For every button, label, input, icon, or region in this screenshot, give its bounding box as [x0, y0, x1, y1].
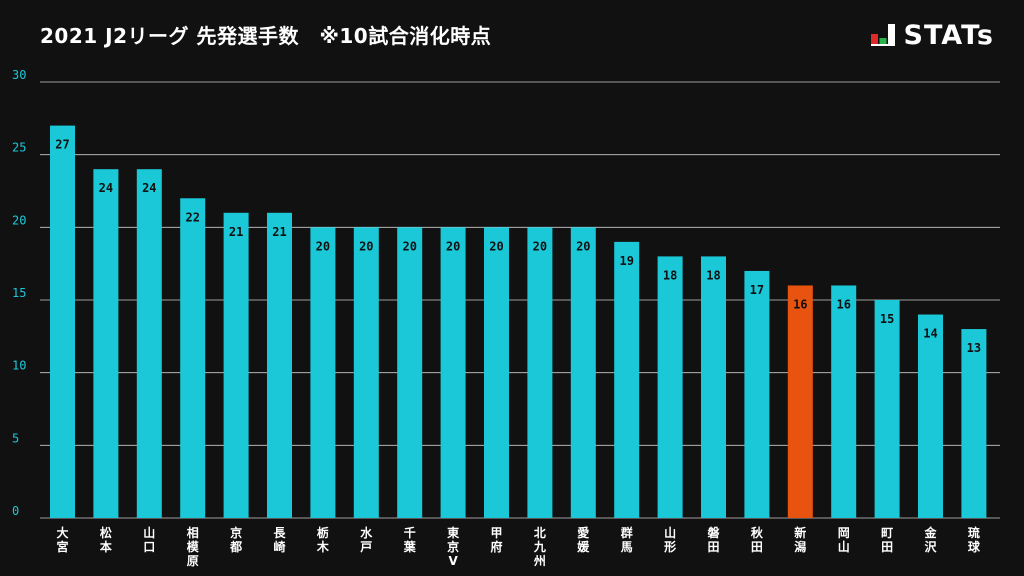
bar-value-label: 15: [880, 312, 894, 326]
brand-logo-group: STATs: [870, 18, 994, 52]
bar: [267, 212, 292, 519]
x-tick-label: 磐田: [707, 525, 720, 554]
x-tick-label: 千葉: [403, 525, 417, 554]
x-tick-label: 東京 V: [447, 525, 459, 568]
bar-value-label: 16: [836, 297, 850, 311]
bar-value-label: 16: [793, 297, 807, 311]
y-tick-label: 20: [12, 213, 26, 227]
bar-value-label: 14: [923, 327, 937, 341]
bar: [831, 285, 857, 518]
bar-value-label: 24: [142, 181, 156, 195]
bar: [961, 329, 987, 518]
y-axis-ticks: 0 5 10 15 20 25 30: [12, 68, 26, 518]
y-tick-label: 0: [12, 504, 19, 518]
bar-value-label: 20: [402, 239, 416, 253]
bar: [50, 125, 75, 518]
bar: [918, 314, 943, 518]
bar: [701, 256, 726, 518]
x-tick-label: 長崎: [273, 525, 286, 554]
y-tick-label: 10: [12, 359, 26, 373]
bar: [657, 256, 683, 518]
bar: [310, 227, 336, 519]
y-tick-label: 25: [12, 141, 26, 155]
x-tick-label: 群馬: [620, 525, 633, 554]
x-tick-label: 琉球: [968, 525, 981, 554]
x-tick-label: 新潟: [794, 525, 806, 554]
bar-value-label: 20: [576, 239, 590, 253]
x-tick-label: 金沢: [923, 525, 937, 554]
bar-value-label: 13: [967, 341, 981, 355]
bar-value-label: 20: [316, 239, 330, 253]
bar-value-label: 27: [55, 138, 69, 152]
bar-value-label: 22: [185, 210, 199, 224]
x-tick-label: 水戸: [360, 525, 373, 554]
bar-value-label: 19: [619, 254, 633, 268]
bar: [397, 227, 423, 519]
x-tick-label: 山口: [143, 525, 155, 554]
bar: [787, 285, 813, 518]
x-tick-label: 北九州: [533, 525, 546, 568]
bar: [180, 198, 206, 518]
value-labels: 27 24 24 22 21 21 20 20 20 20 20 20 20 19 18 18 17 16 16 15…: [55, 138, 981, 355]
bar: [353, 227, 379, 519]
bar-value-label: 20: [446, 239, 460, 253]
x-tick-label: 松本: [100, 525, 112, 554]
bar: [570, 227, 596, 519]
bar-value-label: 20: [533, 239, 547, 253]
x-tick-label: 京都: [229, 525, 242, 554]
stats-logo-icon: [870, 24, 895, 46]
bar-value-label: 18: [663, 268, 677, 282]
x-tick-label: 山形: [664, 525, 676, 554]
y-tick-label: 5: [12, 431, 19, 445]
x-tick-label: 大宮: [56, 525, 68, 554]
bar: [223, 212, 249, 519]
x-tick-label: 甲府: [490, 526, 502, 554]
bar: [440, 227, 466, 519]
x-tick-label: 岡山: [838, 526, 850, 554]
y-tick-label: 15: [12, 286, 26, 300]
bar-value-label: 24: [99, 181, 113, 195]
bar: [93, 169, 119, 518]
bar-value-label: 18: [706, 268, 720, 282]
chart-title: 2021 J2リーグ 先発選手数 ※10試合消化時点: [40, 24, 492, 48]
x-tick-label: 相模原: [187, 525, 200, 568]
x-axis-labels: 大宮 松本 山口 相模原 京都 長崎 栃木 水戸 千葉 東京 V 甲府 北九州 愛媛 群馬 山形 磐田 秋田 新潟 岡…: [56, 525, 980, 568]
bar-value-label: 21: [229, 225, 243, 239]
bar: [136, 169, 162, 518]
x-tick-label: 町田: [881, 526, 893, 554]
bar: [744, 270, 770, 518]
bar-value-label: 20: [489, 239, 503, 253]
bar: [484, 227, 509, 519]
bar: [527, 227, 553, 519]
bars: [50, 125, 987, 519]
bar-value-label: 21: [272, 225, 286, 239]
brand-name: STATs: [903, 19, 994, 51]
bar: [874, 300, 900, 518]
y-tick-label: 30: [12, 68, 26, 82]
x-tick-label: 秋田: [751, 525, 764, 554]
bar: [614, 241, 640, 518]
bar-value-label: 20: [359, 239, 373, 253]
x-tick-label: 栃木: [316, 525, 330, 554]
x-tick-label: 愛媛: [576, 525, 590, 554]
bar-value-label: 17: [750, 283, 764, 297]
